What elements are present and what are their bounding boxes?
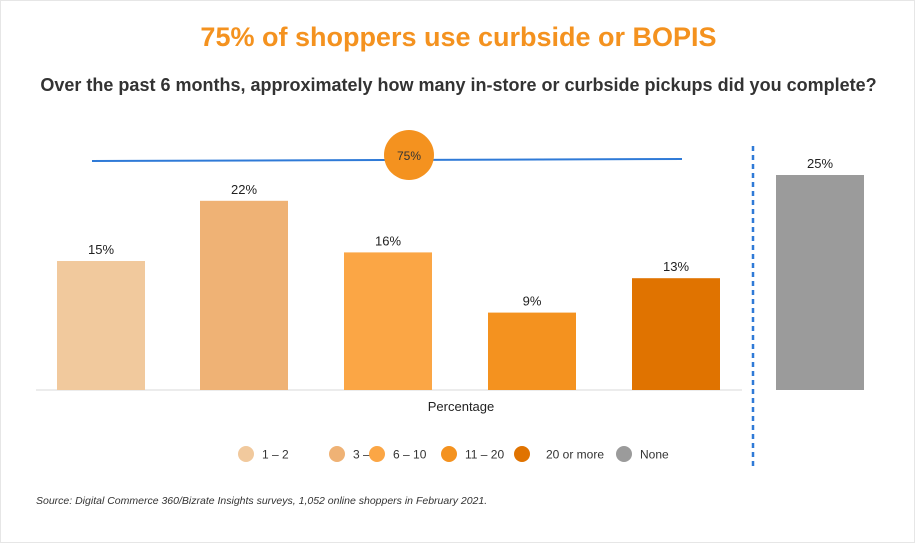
legend-swatch-3 (369, 446, 385, 462)
legend-label-6: None (640, 448, 669, 462)
legend-label-4: 11 – 20 (465, 448, 504, 462)
legend-label-1: 1 – 2 (262, 448, 289, 462)
summary-badge-circle (384, 130, 434, 180)
source-note: Source: Digital Commerce 360/Bizrate Ins… (36, 495, 488, 507)
bar-value-label-6: 25% (807, 156, 833, 171)
bar-value-label-5: 13% (663, 259, 689, 274)
bar-value-label-4: 9% (523, 294, 542, 309)
legend-label-5: 20 or more (546, 448, 604, 462)
bar-value-label-1: 15% (88, 242, 114, 257)
bar-3 (344, 252, 432, 390)
legend-swatch-1 (238, 446, 254, 462)
bar-5 (632, 278, 720, 390)
x-axis-label: Percentage (428, 399, 495, 414)
chart-title: 75% of shoppers use curbside or BOPIS (200, 22, 717, 52)
bar-4 (488, 312, 576, 390)
bar-value-label-3: 16% (375, 233, 401, 248)
bar-2 (200, 200, 288, 390)
legend-swatch-4 (441, 446, 457, 462)
bar-6 (776, 175, 864, 390)
legend-label-3: 6 – 10 (393, 448, 427, 462)
legend-swatch-5 (514, 446, 530, 462)
legend-swatch-6 (616, 446, 632, 462)
bar-value-label-2: 22% (231, 182, 257, 197)
chart-subtitle: Over the past 6 months, approximately ho… (40, 75, 877, 95)
bar-1 (57, 261, 145, 390)
legend-swatch-2 (329, 446, 345, 462)
summary-badge-label: 75% (397, 149, 421, 163)
